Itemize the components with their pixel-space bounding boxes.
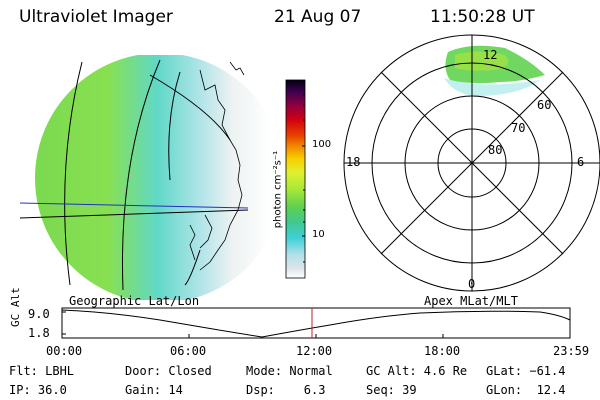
mlt-label-6: 6 xyxy=(577,155,585,169)
mlt-label-0: 0 xyxy=(468,277,476,291)
grid-lines xyxy=(19,59,249,291)
status-seq: Seq: 39 xyxy=(366,383,417,397)
status-glon: GLon: 12.4 xyxy=(486,383,566,397)
timeline-xtick-4: 23:59 xyxy=(553,344,590,358)
timeline-left-title: Geographic Lat/Lon xyxy=(69,294,200,308)
polar-grid xyxy=(343,34,600,292)
status-glat: GLat: −61.4 xyxy=(486,364,566,378)
horizon-line xyxy=(19,202,249,209)
observation-time: 11:50:28 UT xyxy=(430,7,535,27)
timeline-right-title: Apex MLat/MLT xyxy=(424,294,518,308)
status-mode: Mode: Normal xyxy=(246,364,333,378)
timeline-ytick-min: 1.8 xyxy=(28,326,50,340)
colorbar-tick-10: 10 xyxy=(312,229,325,240)
timeline-xtick-1: 06:00 xyxy=(170,344,207,358)
timeline-xtick-0: 00:00 xyxy=(46,344,83,358)
lat-label-80: 80 xyxy=(488,143,503,157)
status-filter: Flt: LBHL xyxy=(9,364,75,378)
observation-date: 21 Aug 07 xyxy=(274,7,362,27)
timeline-xtick-2: 12:00 xyxy=(296,344,333,358)
status-dsp: Dsp: 6.3 xyxy=(246,383,326,397)
altitude-curve xyxy=(61,309,571,338)
timeline-xtick-3: 18:00 xyxy=(424,344,461,358)
status-gain: Gain: 14 xyxy=(125,383,183,397)
instrument-title: Ultraviolet Imager xyxy=(19,7,173,27)
colorbar-tick-100: 100 xyxy=(312,139,332,150)
mlt-label-12: 12 xyxy=(483,48,498,62)
lat-label-60: 60 xyxy=(537,98,552,112)
status-ip: IP: 36.0 xyxy=(9,383,67,397)
coastlines xyxy=(189,61,245,271)
status-door: Door: Closed xyxy=(125,364,212,378)
timeline-ytick-max: 9.0 xyxy=(28,307,50,321)
mlt-label-18: 18 xyxy=(346,155,361,169)
status-gcalt: GC Alt: 4.6 Re xyxy=(366,364,468,378)
lat-label-70: 70 xyxy=(511,121,526,135)
